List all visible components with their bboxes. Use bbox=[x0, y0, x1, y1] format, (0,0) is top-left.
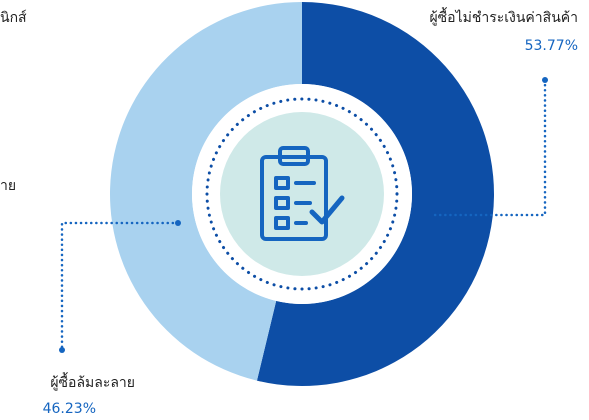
value-label: 46.23% bbox=[43, 401, 96, 417]
leader-dot bbox=[59, 347, 65, 353]
slice-label: ผู้ซื้อไม่ชำระเงินค่าสินค้า bbox=[429, 7, 578, 26]
dotted-ring bbox=[205, 97, 399, 291]
annotation: าย bbox=[0, 178, 16, 194]
center-circle bbox=[220, 112, 384, 276]
annotation: นิกส์ bbox=[0, 9, 27, 26]
slice-label: ผู้ซื้อล้มละลาย bbox=[50, 372, 135, 391]
leader-dot bbox=[175, 220, 181, 226]
clipboard-icon bbox=[260, 146, 345, 241]
slice bbox=[109, 1, 303, 381]
value-label: 53.77% bbox=[525, 38, 578, 54]
slice bbox=[256, 2, 494, 386]
slices bbox=[109, 1, 494, 386]
leader-dot bbox=[542, 77, 548, 83]
leader-lines bbox=[60, 78, 547, 352]
